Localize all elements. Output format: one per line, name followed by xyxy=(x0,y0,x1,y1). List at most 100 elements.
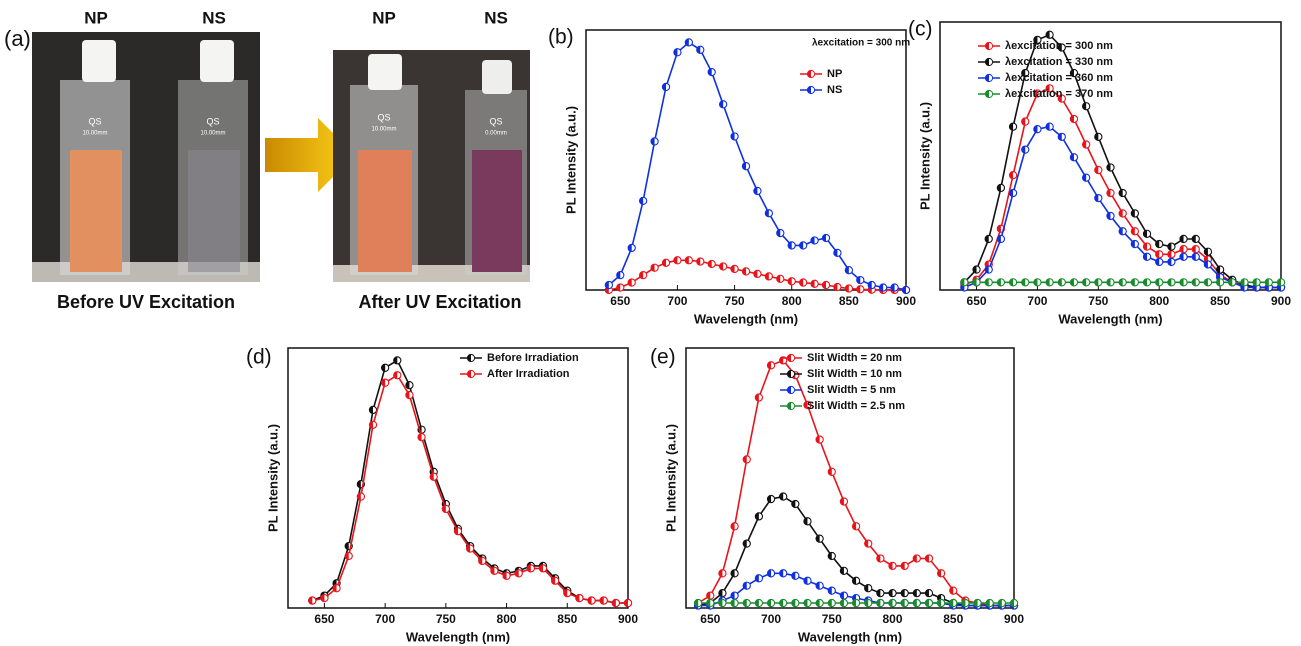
marker-half xyxy=(730,265,735,273)
marker-half xyxy=(1204,260,1208,269)
marker-half xyxy=(393,371,398,379)
marker-half xyxy=(308,596,313,605)
x-tick-label: 800 xyxy=(782,294,802,308)
marker-half xyxy=(417,433,422,441)
marker-half xyxy=(1167,258,1172,266)
x-tick-label: 750 xyxy=(822,612,842,626)
marker-half xyxy=(718,569,723,577)
marker-half xyxy=(1228,278,1233,286)
marker-half xyxy=(1033,278,1038,286)
marker-half xyxy=(694,599,699,607)
marker-half xyxy=(381,379,386,387)
panel-label: (c) xyxy=(908,18,933,41)
x-tick-label: 850 xyxy=(839,294,859,308)
marker-half xyxy=(960,278,965,286)
x-tick-label: 700 xyxy=(1027,294,1047,308)
marker-half xyxy=(743,582,747,590)
marker-half xyxy=(888,599,893,607)
marker-half xyxy=(442,505,446,513)
legend-label: NS xyxy=(827,84,842,96)
marker-half xyxy=(879,283,884,292)
marker-half xyxy=(466,544,471,553)
marker-half xyxy=(1265,278,1269,286)
x-tick-label: 900 xyxy=(896,294,916,308)
y-axis-label: PL Intensity (a.u.) xyxy=(663,424,678,532)
x-tick-label: 850 xyxy=(1210,294,1230,308)
marker-half xyxy=(685,38,689,46)
panel-label: (d) xyxy=(246,346,272,369)
x-tick-label: 750 xyxy=(725,294,745,308)
sample-label: NP xyxy=(84,8,108,27)
marker-half xyxy=(1058,133,1062,141)
x-tick-label: 750 xyxy=(436,612,456,626)
marker-half xyxy=(833,283,838,291)
marker-half xyxy=(639,271,644,279)
marker-half xyxy=(1106,212,1111,220)
marker-half xyxy=(767,569,772,577)
marker-half xyxy=(949,587,954,595)
marker-half xyxy=(787,370,791,378)
marker-half xyxy=(624,599,628,607)
marker-half xyxy=(1179,235,1184,243)
marker-half xyxy=(753,270,758,278)
x-tick-label: 900 xyxy=(618,612,638,626)
cuvette-cap xyxy=(482,60,512,94)
marker-half xyxy=(901,562,905,570)
marker-half xyxy=(718,599,723,607)
marker-half xyxy=(985,42,989,50)
marker-half xyxy=(816,582,820,590)
x-tick-label: 850 xyxy=(943,612,963,626)
legend-label: λexcitation = 330 nm xyxy=(1005,56,1113,68)
marker-half xyxy=(345,552,349,560)
marker-half xyxy=(816,436,820,444)
marker-half xyxy=(1010,599,1014,607)
marker-half xyxy=(845,284,849,293)
x-axis-label: Wavelength (nm) xyxy=(1058,311,1162,326)
marker-half xyxy=(803,517,808,525)
marker-half xyxy=(708,68,712,76)
marker-half xyxy=(1021,146,1026,154)
x-tick-label: 650 xyxy=(610,294,630,308)
marker-half xyxy=(973,599,978,607)
marker-half xyxy=(515,569,519,577)
cuvette-liquid xyxy=(358,150,412,272)
marker-half xyxy=(1070,115,1074,123)
legend-label: After Irradiation xyxy=(487,368,570,380)
cuvette-label: QS xyxy=(88,116,101,126)
marker-half xyxy=(767,361,772,369)
marker-half xyxy=(828,599,832,607)
marker-half xyxy=(650,137,655,146)
marker-half xyxy=(986,599,990,607)
marker-half xyxy=(787,402,791,410)
x-axis-label: Wavelength (nm) xyxy=(406,629,510,644)
x-tick-label: 800 xyxy=(883,612,903,626)
marker-half xyxy=(1167,250,1172,258)
marker-half xyxy=(1192,278,1196,286)
marker-half xyxy=(1143,253,1148,261)
marker-half xyxy=(856,276,861,284)
cuvette-label: 10.00mm xyxy=(200,131,225,137)
marker-half xyxy=(1033,36,1038,44)
marker-half xyxy=(743,540,747,548)
marker-half xyxy=(901,589,905,597)
marker-half xyxy=(587,596,592,605)
cuvette-cap xyxy=(200,40,234,82)
marker-half xyxy=(776,275,781,283)
marker-half xyxy=(1046,84,1050,92)
legend-label: Slit Width = 20 nm xyxy=(807,352,902,364)
marker-half xyxy=(1204,248,1208,256)
marker-half xyxy=(616,271,621,279)
marker-half xyxy=(937,569,942,577)
y-axis-label: PL Intensity (a.u.) xyxy=(563,106,578,214)
cuvette-cap xyxy=(82,40,116,82)
marker-half xyxy=(1131,278,1135,286)
marker-half xyxy=(405,381,410,389)
marker-half xyxy=(852,599,857,607)
marker-half xyxy=(1143,278,1148,286)
cuvette-label: QS xyxy=(377,112,390,122)
sample-label: NP xyxy=(372,8,396,27)
legend-label: Slit Width = 2.5 nm xyxy=(807,400,905,412)
marker-half xyxy=(852,577,857,585)
